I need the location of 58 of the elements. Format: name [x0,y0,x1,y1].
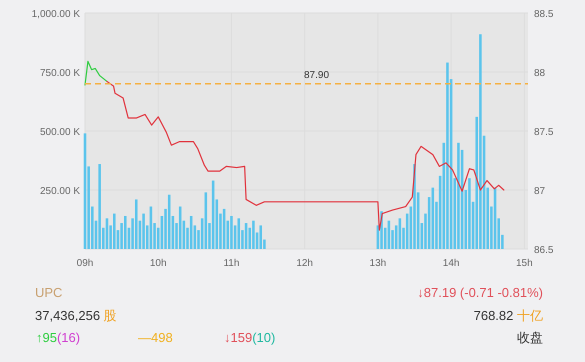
bar [398,218,402,249]
bar [479,34,482,249]
bar [190,216,192,249]
y2-tick-label: 86.5 [534,245,554,256]
bar [230,216,233,249]
x-tick-label: 15h [516,258,533,269]
bar [457,142,460,249]
text: 768.82 [474,308,514,323]
bar [113,214,116,249]
bar [150,206,152,249]
y2-tick-label: 88.5 [534,9,554,20]
bar [106,218,108,249]
x-tick-label: 10h [150,258,167,269]
text: 37,436,256 [35,308,100,323]
bar [178,206,182,249]
bar [84,133,86,249]
x-tick-label: 12h [296,258,314,269]
line-series [84,60,108,86]
text: 股 [100,308,117,323]
x-tick-label: 11h [223,258,240,269]
y-tick-label: 1,000.00 K [32,9,80,20]
y-tick-label: 500.00 K [40,127,80,138]
bar [468,178,471,249]
bar [142,214,145,249]
text: (16) [56,330,80,345]
text: (10) [252,330,276,345]
bar [212,180,214,249]
text: ↑95 [36,330,57,345]
bar [98,164,101,249]
y-tick-label: 750.00 K [40,68,80,79]
bar [252,220,255,249]
bar [432,188,434,249]
bar [124,216,127,249]
bar [446,62,449,249]
bar [222,208,226,249]
line-series [106,80,504,231]
text: —498 [138,330,173,345]
x-tick-label: 09h [76,258,94,269]
bar [237,218,240,249]
text: UPC [35,285,62,300]
text: 收盘 [517,330,543,345]
bar [494,188,496,249]
bar [388,220,390,249]
x-tick-label: 14h [442,258,460,269]
x-tick-label: 13h [370,258,386,269]
ref-line-label: 87.90 [304,70,330,81]
y-tick-label: 250.00 K [40,186,80,197]
bar [244,223,248,249]
text: ↓159 [224,330,252,345]
text: ↓87.19 (-0.71 -0.81%) [417,285,543,300]
bar [204,192,208,249]
bar [168,194,170,249]
y2-tick-label: 88 [534,68,546,79]
y2-tick-label: 87 [534,186,546,197]
bar [134,199,138,249]
text: 十亿 [513,308,543,323]
bar [259,225,262,249]
y2-tick-label: 87.5 [534,127,554,138]
